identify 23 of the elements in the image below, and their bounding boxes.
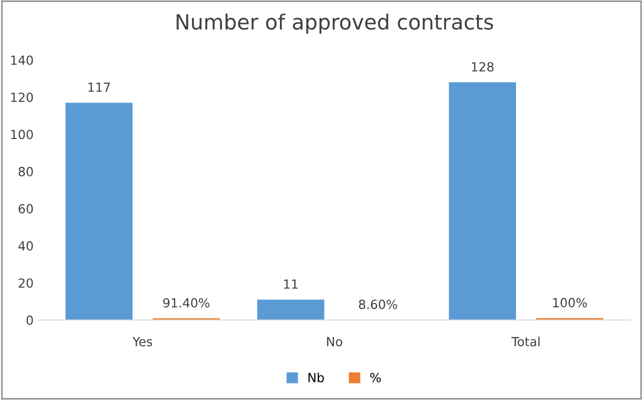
y-tick-label: 20 [18,278,33,288]
x-tick-label: No [327,337,342,346]
bar [65,102,133,320]
y-tick-label: 140 [11,55,33,65]
legend-label: % [370,372,381,382]
data-label: 128 [472,62,494,72]
data-label: 8.60% [358,300,398,310]
data-label: 117 [88,82,110,92]
data-label: 11 [284,280,298,289]
y-tick-label: 80 [18,166,33,176]
bar [257,300,324,320]
y-tick-label: 60 [18,204,33,214]
bar [448,82,516,320]
x-tick-label: Total [511,336,540,346]
x-tick-label: Yes [132,337,152,346]
legend-label: Nb [308,372,324,382]
y-tick-label: 40 [18,241,33,251]
y-tick-label: 0 [26,315,33,325]
y-tick-label: 120 [11,92,33,102]
data-label: 100% [553,298,587,308]
data-label: 91.40% [163,298,210,308]
y-tick-label: 100 [11,130,33,140]
chart-title: Number of approved contracts [176,14,494,34]
